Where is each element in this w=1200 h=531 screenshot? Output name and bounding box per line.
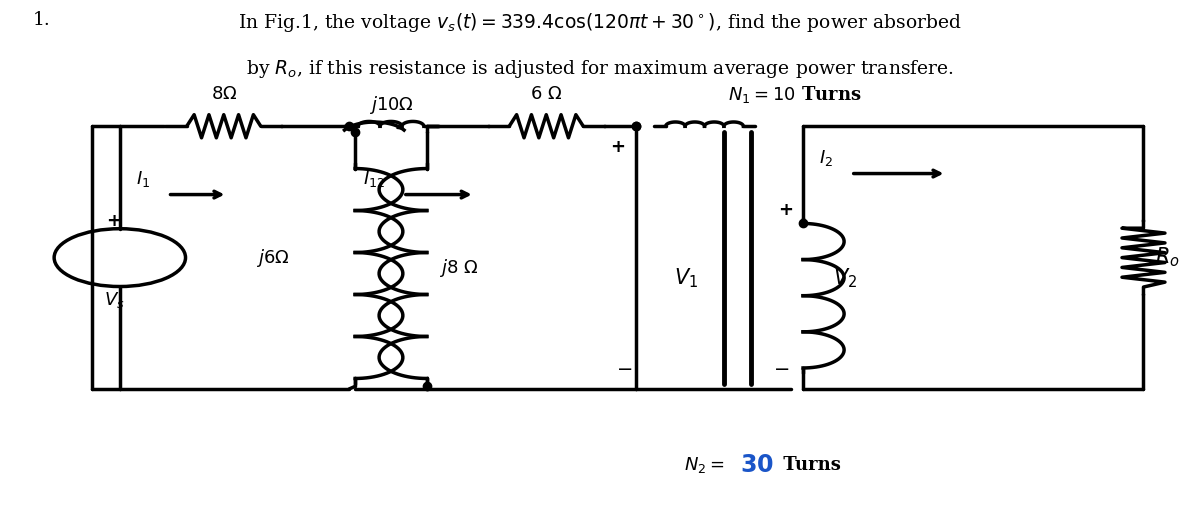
Text: $-$: $-$ <box>616 358 632 378</box>
Text: $I_{12}$: $I_{12}$ <box>362 169 385 190</box>
Text: $8\Omega$: $8\Omega$ <box>210 84 236 102</box>
Text: $I_2$: $I_2$ <box>818 148 833 168</box>
Text: $V_1$: $V_1$ <box>673 267 697 290</box>
Text: 1.: 1. <box>32 11 50 29</box>
Text: Turns: Turns <box>776 456 841 474</box>
Text: +: + <box>107 212 121 230</box>
Text: $V_s$: $V_s$ <box>103 289 124 310</box>
Text: $j6\Omega$: $j6\Omega$ <box>256 246 289 269</box>
Text: $\mathbf{30}$: $\mathbf{30}$ <box>739 453 774 477</box>
Text: by $R_o$, if this resistance is adjusted for maximum average power transfere.: by $R_o$, if this resistance is adjusted… <box>246 58 954 80</box>
Text: $V_2$: $V_2$ <box>833 267 857 290</box>
Text: $N_2=$: $N_2=$ <box>684 455 725 475</box>
Text: +: + <box>611 138 625 156</box>
Text: $6\ \Omega$: $6\ \Omega$ <box>530 84 563 102</box>
Text: $j10\Omega$: $j10\Omega$ <box>368 94 414 116</box>
Text: $N_1=10$ Turns: $N_1=10$ Turns <box>728 84 862 105</box>
Text: +: + <box>778 201 793 219</box>
Text: $I_1$: $I_1$ <box>136 169 150 190</box>
Text: $-$: $-$ <box>774 358 790 378</box>
Text: $R_o$: $R_o$ <box>1156 246 1181 269</box>
Text: In Fig.1, the voltage $v_s(t) = 339.4\cos(120\pi t + 30^\circ)$, find the power : In Fig.1, the voltage $v_s(t) = 339.4\co… <box>238 11 962 33</box>
Text: $j8\ \Omega$: $j8\ \Omega$ <box>439 257 478 279</box>
